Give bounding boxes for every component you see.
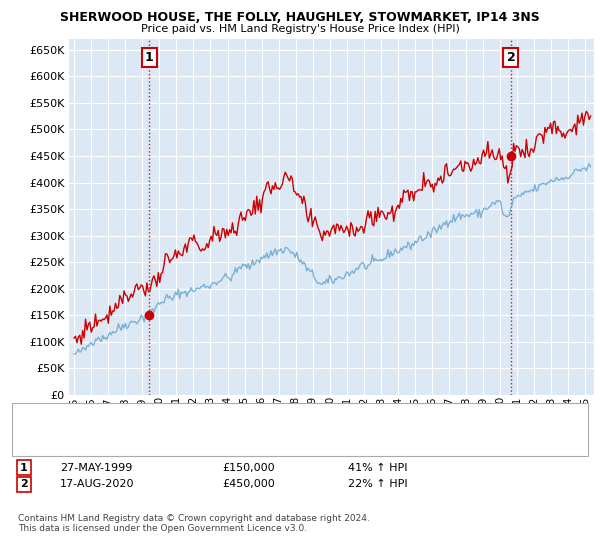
Text: 41% ↑ HPI: 41% ↑ HPI <box>348 463 407 473</box>
Text: £150,000: £150,000 <box>222 463 275 473</box>
Text: 27-MAY-1999: 27-MAY-1999 <box>60 463 133 473</box>
Text: HPI: Average price, detached house, Mid Suffolk: HPI: Average price, detached house, Mid … <box>78 429 318 439</box>
Text: 1: 1 <box>145 52 154 64</box>
Text: Contains HM Land Registry data © Crown copyright and database right 2024.
This d: Contains HM Land Registry data © Crown c… <box>18 514 370 533</box>
Text: 2: 2 <box>20 479 28 489</box>
Text: 2: 2 <box>506 52 515 64</box>
Text: ———: ——— <box>30 427 71 441</box>
Text: SHERWOOD HOUSE, THE FOLLY, HAUGHLEY, STOWMARKET, IP14 3NS: SHERWOOD HOUSE, THE FOLLY, HAUGHLEY, STO… <box>60 11 540 24</box>
Text: £450,000: £450,000 <box>222 479 275 489</box>
Text: 17-AUG-2020: 17-AUG-2020 <box>60 479 134 489</box>
Text: 1: 1 <box>20 463 28 473</box>
Text: Price paid vs. HM Land Registry's House Price Index (HPI): Price paid vs. HM Land Registry's House … <box>140 24 460 34</box>
Text: ———: ——— <box>30 410 71 424</box>
Text: 22% ↑ HPI: 22% ↑ HPI <box>348 479 407 489</box>
Text: SHERWOOD HOUSE, THE FOLLY, HAUGHLEY, STOWMARKET, IP14 3NS (detached house): SHERWOOD HOUSE, THE FOLLY, HAUGHLEY, STO… <box>78 412 514 422</box>
